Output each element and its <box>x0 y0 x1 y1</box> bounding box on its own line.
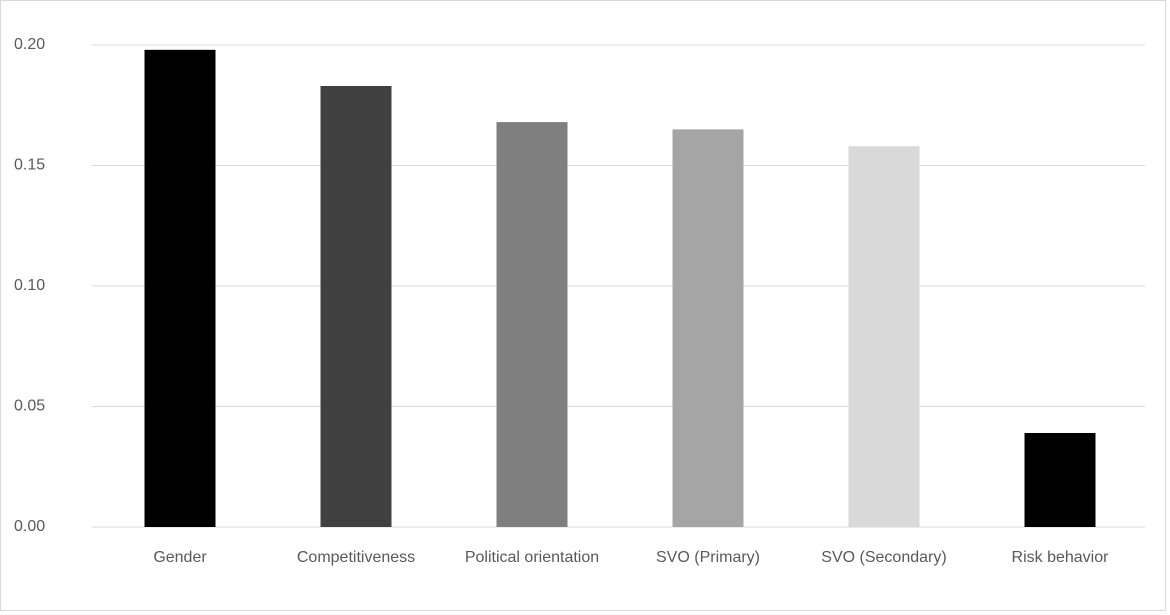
bar <box>496 122 568 528</box>
bar <box>1024 433 1096 527</box>
y-tick-label: 0.10 <box>14 277 45 294</box>
bar <box>848 146 920 527</box>
x-tick-label: Competitiveness <box>296 549 416 566</box>
bar <box>144 49 216 527</box>
x-tick-label: Risk behavior <box>1011 549 1109 566</box>
bar <box>672 129 744 527</box>
x-tick-label: SVO (Primary) <box>656 549 760 566</box>
x-tick-label: Gender <box>153 549 207 566</box>
x-tick-label: SVO (Secondary) <box>821 549 947 566</box>
y-tick-label: 0.05 <box>14 398 45 415</box>
x-tick-label: Political orientation <box>464 549 600 566</box>
y-tick-label: 0.15 <box>14 157 45 174</box>
y-tick-label: 0.20 <box>14 36 45 53</box>
bar <box>320 85 392 527</box>
y-tick-label: 0.00 <box>14 518 45 535</box>
